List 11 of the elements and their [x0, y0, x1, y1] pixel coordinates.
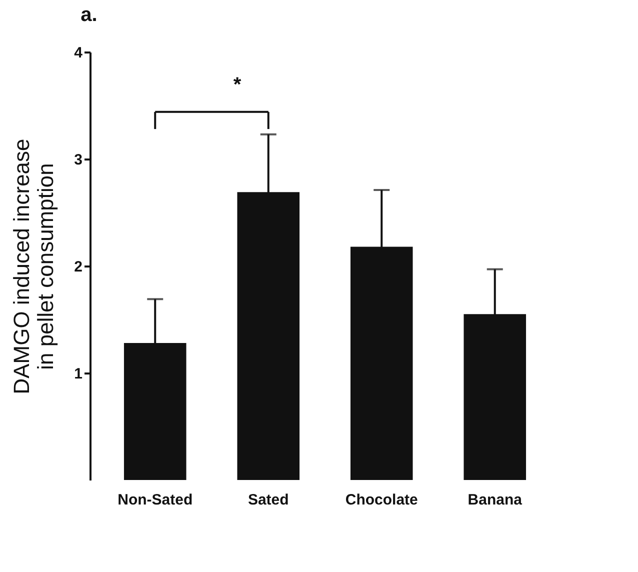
- chart-title: a.: [80, 4, 98, 26]
- y-tick-label: 3: [74, 152, 82, 168]
- x-tick-label: Banana: [468, 492, 523, 508]
- y-tick-label: 1: [74, 366, 82, 382]
- y-tick-label: 2: [74, 258, 82, 276]
- y-tick-label: 4: [74, 44, 84, 62]
- x-tick-label: Sated: [248, 492, 289, 508]
- y-axis-title: DAMGO induced increase in pellet consumption: [9, 138, 58, 394]
- annotation: *: [233, 74, 242, 96]
- x-tick-label: Non-Sated: [118, 492, 193, 508]
- x-tick-label: Chocolate: [345, 492, 418, 508]
